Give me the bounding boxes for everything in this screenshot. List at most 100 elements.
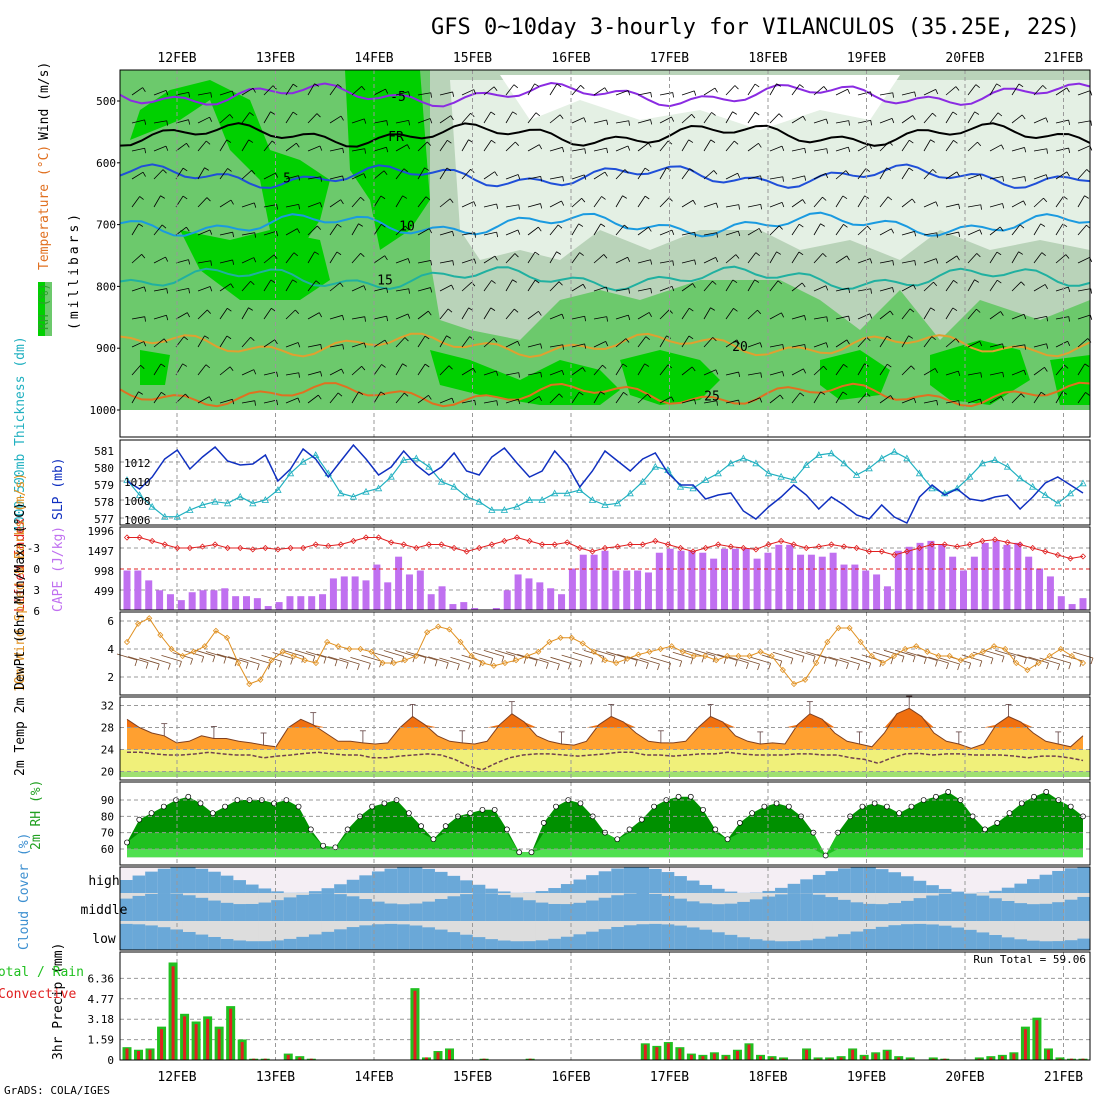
wind10-barb	[628, 656, 649, 664]
cloud-cell	[1039, 941, 1053, 950]
wind-barb	[1077, 145, 1091, 152]
wind-barb-flag	[892, 92, 894, 98]
wind-barb	[219, 398, 233, 404]
wind10-point	[601, 657, 609, 664]
top-date-label: 14FEB	[354, 51, 393, 66]
wind-barb	[593, 223, 602, 236]
wind-barb	[879, 363, 888, 376]
rh-point	[675, 793, 682, 800]
cloud-cell	[775, 894, 789, 921]
li-point	[828, 541, 835, 548]
wind-barb-flag	[558, 281, 563, 286]
cape-bar	[992, 540, 1000, 610]
wind-barb-flag	[955, 86, 960, 91]
cape-bar	[742, 548, 750, 610]
cloud-cell	[296, 894, 310, 921]
precip-conv-bar	[240, 1042, 244, 1060]
wind-barb-flag	[140, 364, 145, 369]
li-tick: -3	[27, 542, 40, 555]
wind-barb-flag	[603, 254, 608, 259]
rh-point	[295, 803, 302, 810]
precip-tick: 3.18	[88, 1013, 115, 1026]
wind-barb-flag	[913, 284, 917, 290]
wind-barb-flag	[449, 198, 454, 204]
wind-barb-flag	[296, 142, 300, 148]
cape-bar	[579, 554, 587, 610]
cloud-cell	[334, 894, 348, 921]
wind-barb	[417, 310, 429, 320]
rh-point	[124, 839, 130, 846]
wind-barb-flag	[408, 91, 411, 97]
wind-barb-flag	[977, 141, 982, 147]
wind-barb-flag	[688, 139, 694, 143]
rh-point	[1067, 803, 1074, 810]
wind-barb-flag	[491, 139, 496, 144]
wind10-point	[235, 659, 242, 667]
wind-barb-flag	[712, 337, 717, 342]
li-point	[1017, 541, 1024, 548]
cloud-cell	[371, 901, 386, 921]
wind-barb	[989, 371, 1003, 376]
wind-barb-flag	[160, 363, 166, 368]
wind-barb	[813, 365, 824, 376]
wind-barb	[703, 87, 716, 96]
precip-conv-bar	[1081, 1058, 1085, 1060]
wind-barb	[175, 312, 188, 320]
wind-barb	[527, 83, 535, 96]
thickness-point	[790, 476, 798, 483]
cloud-cell	[220, 939, 234, 950]
precip-conv-bar	[448, 1049, 452, 1060]
wind-barb-flag	[538, 311, 542, 316]
cloud-frame	[119, 866, 1091, 951]
level-tick: 1000	[90, 404, 117, 417]
precip-conv-bar	[758, 1056, 762, 1060]
li-point	[186, 544, 193, 552]
precip-conv-bar	[125, 1048, 129, 1060]
cape-bar	[677, 550, 685, 610]
wind-barb-flag	[759, 397, 763, 403]
wind10-point	[257, 676, 264, 683]
wind-barb-flag	[166, 120, 168, 126]
cloud-cell	[245, 903, 260, 921]
wind-barb	[285, 309, 296, 320]
wind-barb	[461, 201, 474, 208]
cloud-cell	[497, 894, 512, 921]
li-point	[916, 544, 923, 552]
wind-barb	[813, 118, 827, 124]
wind-barb	[395, 91, 409, 96]
wind-barb	[175, 393, 186, 404]
wind10-barb-flag	[812, 656, 816, 663]
cloud-cell	[346, 879, 360, 893]
wind-barb-flag	[843, 224, 848, 228]
wind-barb-flag	[890, 395, 894, 400]
li-point	[350, 537, 357, 545]
wind-barb-flag	[403, 168, 409, 173]
wind-barb	[241, 369, 254, 376]
wind-barb-flag	[229, 366, 234, 372]
rh-point	[344, 826, 351, 833]
thickness-point	[1003, 462, 1012, 470]
wind-barb-flag	[253, 257, 257, 263]
wind10-point	[268, 657, 275, 664]
wind-barb-flag	[738, 204, 740, 210]
wind10-barb	[917, 654, 938, 661]
cloud-cell	[850, 867, 864, 893]
wind10-barb-flag	[190, 658, 193, 665]
wind-barb	[131, 364, 141, 376]
temp-contour	[119, 122, 1091, 148]
wind10-point	[713, 657, 720, 664]
cloud-cell	[182, 867, 197, 893]
wind-barb	[285, 372, 299, 376]
wind10-barb-flag	[223, 657, 227, 664]
wind-barb	[461, 307, 470, 320]
wind-barb	[791, 175, 805, 180]
precip-conv-bar	[194, 1024, 198, 1060]
rh-point	[467, 810, 474, 816]
wind-barb	[263, 172, 276, 180]
cloud-cell-bg	[510, 867, 524, 893]
thickness-point	[286, 469, 295, 477]
thickness-point	[576, 486, 584, 493]
wind-barb	[967, 398, 981, 404]
wind-barb	[857, 258, 871, 264]
